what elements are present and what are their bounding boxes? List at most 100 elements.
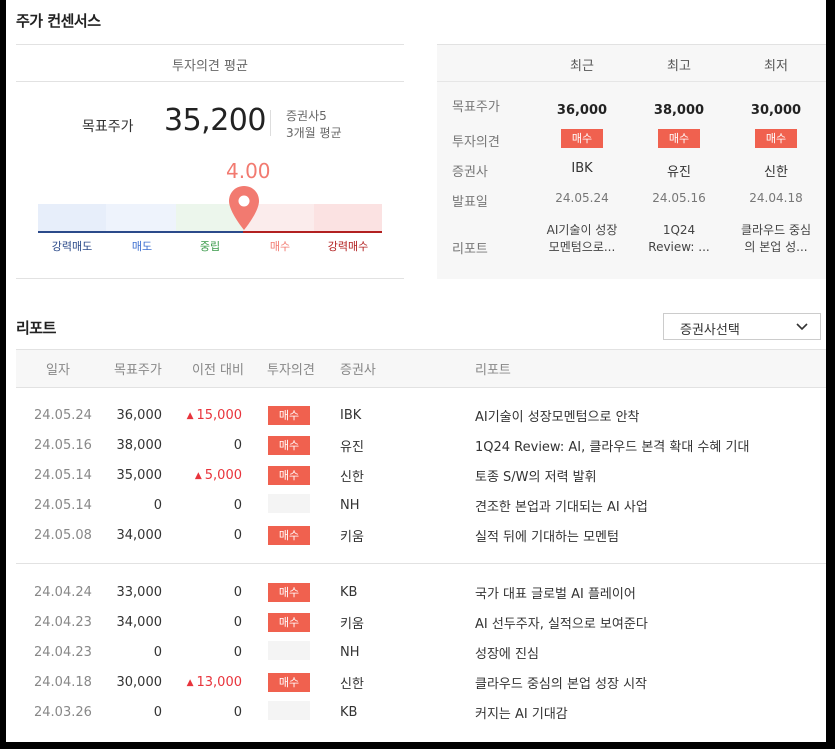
opinion-badge-empty: [268, 493, 310, 513]
cell-price: 33,000: [116, 584, 163, 600]
broker-select[interactable]: 증권사선택: [663, 313, 821, 340]
scale-label-strong-buy: 강력매수: [327, 240, 369, 253]
cell-date: 24.04.18: [34, 674, 92, 690]
reports-title: 리포트: [16, 319, 56, 337]
col-header-recent: 최근: [570, 59, 594, 74]
cell-price: 0: [153, 704, 162, 720]
report-title-link[interactable]: 클라우드 중심의 본업 성장 시작: [475, 676, 648, 692]
recent-report-link[interactable]: AI기술이 성장모멘텀으로...: [546, 223, 618, 254]
cell-date: 24.05.24: [34, 407, 92, 423]
divider: [16, 44, 404, 45]
low-report-link[interactable]: 클라우드 중심의 본업 성...: [740, 223, 812, 254]
avg-header: 투자의견 평균: [172, 59, 248, 74]
summary-panel: [437, 44, 826, 279]
table-row: 24.05.14 0 0 NH 견조한 본업과 기대되는 AI 사업: [6, 490, 826, 520]
th-target: 목표주가: [114, 363, 162, 378]
row-label-broker: 증권사: [452, 165, 488, 180]
cell-broker: IBK: [340, 407, 362, 423]
col-header-low: 최저: [764, 59, 788, 74]
up-arrow-icon: ▲: [186, 410, 194, 421]
report-title-link[interactable]: 견조한 본업과 기대되는 AI 사업: [475, 499, 648, 515]
broker-count: 증권사5: [286, 109, 327, 123]
cell-broker: 키움: [340, 616, 364, 632]
broker-select-value: 증권사선택: [680, 323, 740, 338]
table-row: 24.05.14 35,000 ▲ 5,000 매수 신한 토종 S/W의 저력 발휘: [6, 460, 826, 490]
row-label-report: 리포트: [452, 242, 488, 257]
cell-price: 30,000: [116, 674, 163, 690]
consensus-panel: 주가 컨센서스 투자의견 평균 목표주가 35,200 증권사5 3개월 평균 …: [6, 0, 826, 742]
cell-change: 0: [233, 437, 242, 453]
row-label-target: 목표주가: [452, 100, 500, 115]
opinion-badge: 매수: [268, 465, 310, 485]
scale-label-buy: 매수: [269, 240, 291, 253]
report-title-link[interactable]: 실적 뒤에 기대하는 모멘텀: [475, 529, 619, 545]
table-row: 24.04.23 0 0 NH 성장에 진심: [6, 637, 826, 667]
divider: [16, 81, 404, 82]
table-row: 24.05.08 34,000 0 매수 키움 실적 뒤에 기대하는 모멘텀: [6, 520, 826, 550]
cell-price: 34,000: [116, 614, 163, 630]
table-row: 24.05.16 38,000 0 매수 유진 1Q24 Review: AI, 클라우드…: [6, 430, 826, 460]
high-broker: 유진: [667, 165, 691, 180]
table-row: 24.05.24 36,000 ▲ 15,000 매수 IBK AI기술이 성장모멘텀으로 …: [6, 400, 826, 430]
report-title-link[interactable]: AI 선두주자, 실적으로 보여준다: [475, 616, 648, 632]
chevron-down-icon: [796, 323, 808, 331]
row-label-opinion: 투자의견: [452, 135, 500, 150]
divider: [437, 81, 826, 82]
cell-change: 5,000: [204, 467, 242, 483]
cell-price: 0: [153, 497, 162, 513]
cell-date: 24.04.23: [34, 644, 92, 660]
location-pin-icon: [229, 186, 260, 230]
th-report: 리포트: [475, 363, 511, 378]
cell-change: 13,000: [196, 674, 243, 690]
cell-broker: 유진: [340, 439, 364, 455]
recent-date: 24.05.24: [555, 191, 609, 205]
cell-broker: KB: [340, 584, 358, 600]
low-broker: 신한: [764, 165, 788, 180]
cell-date: 24.05.08: [34, 527, 92, 543]
scale-segment-strong-sell: [38, 204, 106, 232]
report-title-link[interactable]: 1Q24 Review: AI, 클라우드 본격 확대 수혜 기대: [475, 439, 750, 455]
cell-broker: 키움: [340, 529, 364, 545]
opinion-badge: 매수: [561, 129, 603, 148]
divider: [16, 278, 404, 279]
cell-change: 15,000: [196, 407, 243, 423]
divider: [16, 563, 826, 564]
section-title: 주가 컨센서스: [16, 12, 101, 30]
th-change: 이전 대비: [192, 363, 244, 378]
report-title-link[interactable]: 커지는 AI 기대감: [475, 706, 568, 722]
cell-date: 24.04.24: [34, 584, 92, 600]
cell-broker: 신한: [340, 676, 364, 692]
up-arrow-icon: ▲: [194, 470, 202, 481]
cell-date: 24.04.23: [34, 614, 92, 630]
up-arrow-icon: ▲: [186, 677, 194, 688]
table-header: [16, 349, 826, 388]
cell-broker: NH: [340, 497, 360, 513]
scale-baseline-right: [243, 231, 382, 233]
scale-segment-strong-buy: [314, 204, 382, 232]
table-row: 24.04.24 33,000 0 매수 KB 국가 대표 글로벌 AI 플레이어: [6, 577, 826, 607]
opinion-badge: 매수: [658, 129, 700, 148]
th-date: 일자: [46, 363, 70, 378]
table-row: 24.04.18 30,000 ▲ 13,000 매수 신한 클라우드 중심의 본업 성장 …: [6, 667, 826, 697]
scale-label-strong-sell: 강력매도: [51, 240, 93, 253]
report-title-link[interactable]: 국가 대표 글로벌 AI 플레이어: [475, 586, 636, 602]
low-date: 24.04.18: [749, 191, 803, 205]
high-report-link[interactable]: 1Q24 Review: ...: [648, 223, 710, 254]
cell-change: 0: [233, 614, 242, 630]
cell-date: 24.05.16: [34, 437, 92, 453]
report-title-link[interactable]: 성장에 진심: [475, 646, 539, 662]
cell-price: 34,000: [116, 527, 163, 543]
target-price-label: 목표주가: [82, 119, 134, 135]
reports-table-group-1: 24.05.24 36,000 ▲ 15,000 매수 IBK AI기술이 성장모멘텀으로 …: [6, 400, 826, 550]
recent-price: 36,000: [556, 103, 608, 118]
th-broker: 증권사: [340, 363, 376, 378]
col-header-high: 최고: [667, 59, 691, 74]
avg-period: 3개월 평균: [286, 126, 342, 140]
cell-date: 24.05.14: [34, 467, 92, 483]
report-title-link[interactable]: AI기술이 성장모멘텀으로 안착: [475, 409, 640, 425]
scale-baseline-left: [38, 231, 243, 233]
recent-broker: IBK: [571, 161, 593, 176]
low-price: 30,000: [750, 103, 802, 118]
reports-table-group-2: 24.04.24 33,000 0 매수 KB 국가 대표 글로벌 AI 플레이어 24.0…: [6, 577, 826, 727]
report-title-link[interactable]: 토종 S/W의 저력 발휘: [475, 469, 597, 485]
